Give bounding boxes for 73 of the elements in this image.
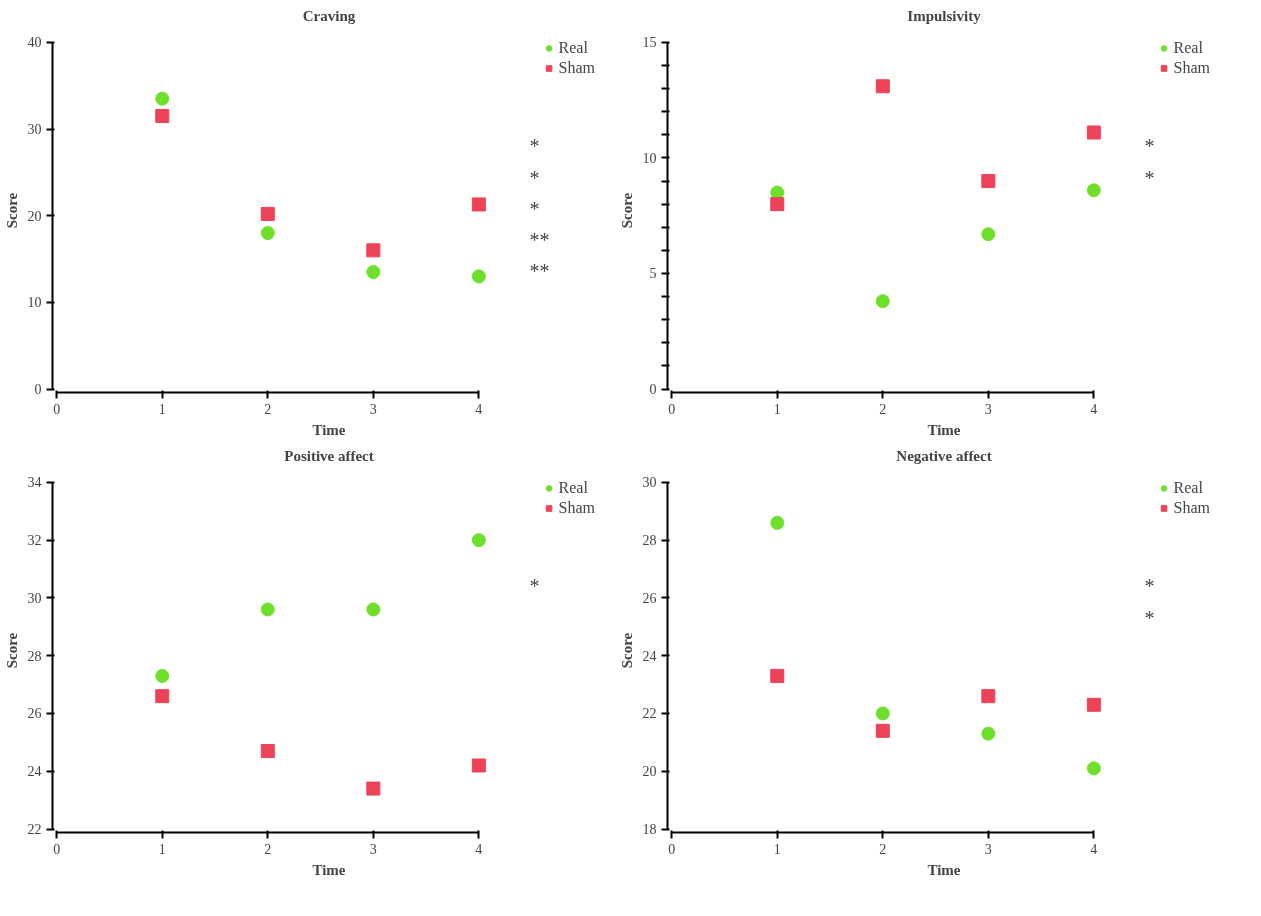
y-tick-label: 26 bbox=[27, 706, 42, 722]
x-tick-label: 1 bbox=[158, 841, 166, 857]
y-tick-label: 0 bbox=[649, 382, 657, 398]
x-tick-label: 3 bbox=[369, 401, 377, 417]
y-tick-label: 0 bbox=[34, 382, 42, 398]
legend-label: Real bbox=[558, 479, 588, 497]
y-tick-label: 18 bbox=[642, 822, 657, 838]
legend-label: Sham bbox=[558, 59, 595, 77]
y-tick-label: 10 bbox=[642, 150, 657, 166]
legend-label: Real bbox=[558, 39, 588, 57]
x-tick-label: 3 bbox=[369, 841, 377, 857]
text: * bbox=[1144, 575, 1155, 598]
y-tick-label: 24 bbox=[642, 648, 657, 664]
x-tick-label: 2 bbox=[264, 401, 272, 417]
x-tick-label: 4 bbox=[1090, 841, 1098, 857]
x-tick-label: 3 bbox=[984, 841, 992, 857]
y-tick-label: 20 bbox=[27, 208, 42, 224]
chart-title: Craving bbox=[302, 7, 356, 24]
x-tick-label: 3 bbox=[984, 401, 992, 417]
x-tick-label: 4 bbox=[1090, 401, 1098, 417]
y-tick-label: 30 bbox=[27, 122, 42, 138]
legend-label: Sham bbox=[558, 499, 595, 517]
y-axis-title: Score bbox=[618, 192, 635, 229]
text: * bbox=[1144, 606, 1155, 629]
y-tick-label: 22 bbox=[27, 822, 42, 838]
y-axis-title: Score bbox=[618, 632, 635, 669]
y-tick-label: 5 bbox=[649, 266, 657, 282]
y-tick-label: 22 bbox=[642, 706, 657, 722]
x-tick-label: 0 bbox=[53, 841, 61, 857]
legend-label: Sham bbox=[1173, 59, 1210, 77]
x-tick-label: 2 bbox=[264, 841, 272, 857]
y-tick-label: 34 bbox=[27, 475, 42, 491]
y-tick-label: 15 bbox=[642, 35, 657, 51]
x-tick-label: 1 bbox=[158, 401, 166, 417]
chart-title: Negative affect bbox=[896, 447, 992, 464]
y-axis-title: Score bbox=[3, 632, 20, 669]
y-tick-label: 28 bbox=[642, 533, 657, 549]
x-tick-label: 2 bbox=[879, 841, 887, 857]
y-tick-label: 28 bbox=[27, 648, 42, 664]
chart-title: Impulsivity bbox=[907, 7, 982, 24]
text: ** bbox=[529, 228, 550, 251]
x-axis-title: Time bbox=[312, 421, 346, 438]
x-axis-title: Time bbox=[312, 861, 346, 878]
y-tick-label: 20 bbox=[642, 764, 657, 780]
y-tick-label: 10 bbox=[27, 295, 42, 311]
text: * bbox=[1144, 135, 1155, 158]
text: * bbox=[529, 575, 540, 598]
x-tick-label: 4 bbox=[475, 401, 483, 417]
x-tick-label: 0 bbox=[53, 401, 61, 417]
y-tick-label: 40 bbox=[27, 35, 42, 51]
text: * bbox=[529, 166, 540, 189]
x-tick-label: 0 bbox=[668, 401, 676, 417]
text: ** bbox=[529, 260, 550, 283]
y-tick-label: 26 bbox=[642, 590, 657, 606]
x-axis-title: Time bbox=[927, 421, 961, 438]
x-tick-label: 4 bbox=[475, 841, 483, 857]
chart-title: Positive affect bbox=[284, 447, 374, 464]
x-tick-label: 1 bbox=[773, 401, 781, 417]
text: * bbox=[529, 197, 540, 220]
legend-label: Real bbox=[1173, 479, 1203, 497]
y-tick-label: 32 bbox=[27, 533, 42, 549]
x-tick-label: 1 bbox=[773, 841, 781, 857]
x-axis-title: Time bbox=[927, 861, 961, 878]
legend-label: Real bbox=[1173, 39, 1203, 57]
y-axis-title: Score bbox=[3, 192, 20, 229]
y-tick-label: 24 bbox=[27, 764, 42, 780]
x-tick-label: 2 bbox=[879, 401, 887, 417]
text: * bbox=[529, 135, 540, 158]
text: * bbox=[1144, 166, 1155, 189]
y-tick-label: 30 bbox=[642, 475, 657, 491]
x-tick-label: 0 bbox=[668, 841, 676, 857]
legend-label: Sham bbox=[1173, 499, 1210, 517]
y-tick-label: 30 bbox=[27, 590, 42, 606]
